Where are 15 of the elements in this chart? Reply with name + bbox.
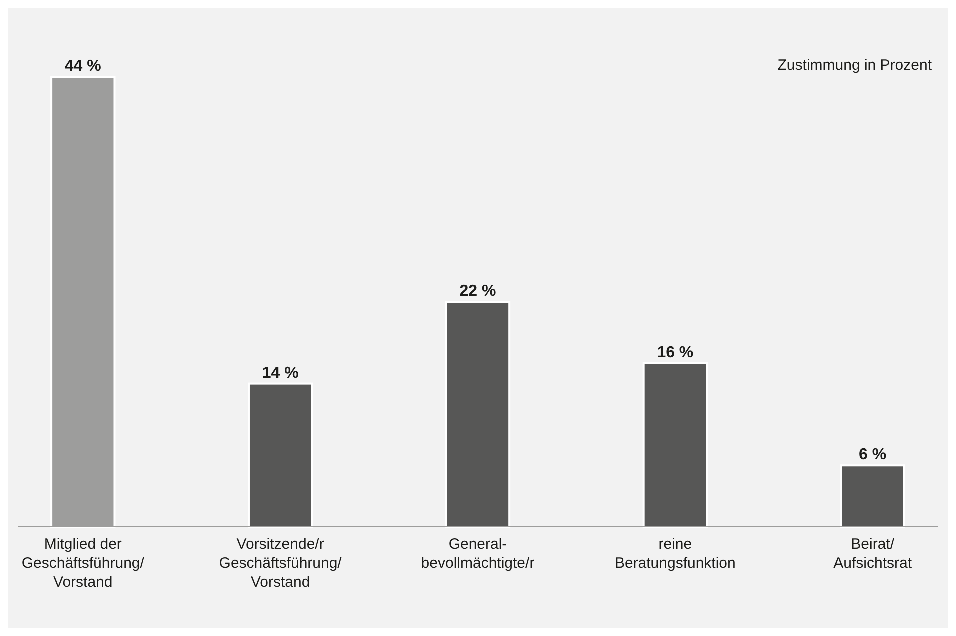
data-label: 6 % <box>859 446 887 464</box>
text: Zustimmung in Prozent <box>778 57 933 74</box>
x-tick-label: reine Beratungsfunktion <box>614 536 736 572</box>
data-label: 22 % <box>460 283 496 300</box>
x-tick-label: Beirat/ Aufsichtsrat <box>834 536 913 572</box>
bar <box>642 362 708 528</box>
bar <box>840 464 906 528</box>
bar <box>445 301 511 528</box>
x-tick-label: Mitglied der Geschäftsführung/ Vorstand <box>22 536 146 591</box>
x-tick-label: General- bevollmächtigte/r <box>421 536 535 572</box>
bar <box>248 382 314 528</box>
data-label: 44 % <box>64 58 102 75</box>
data-label: 14 % <box>262 364 299 382</box>
x-tick-label: Vorsitzende/r Geschäftsführung/ Vorstand <box>219 536 343 591</box>
data-label: 16 % <box>657 344 694 362</box>
